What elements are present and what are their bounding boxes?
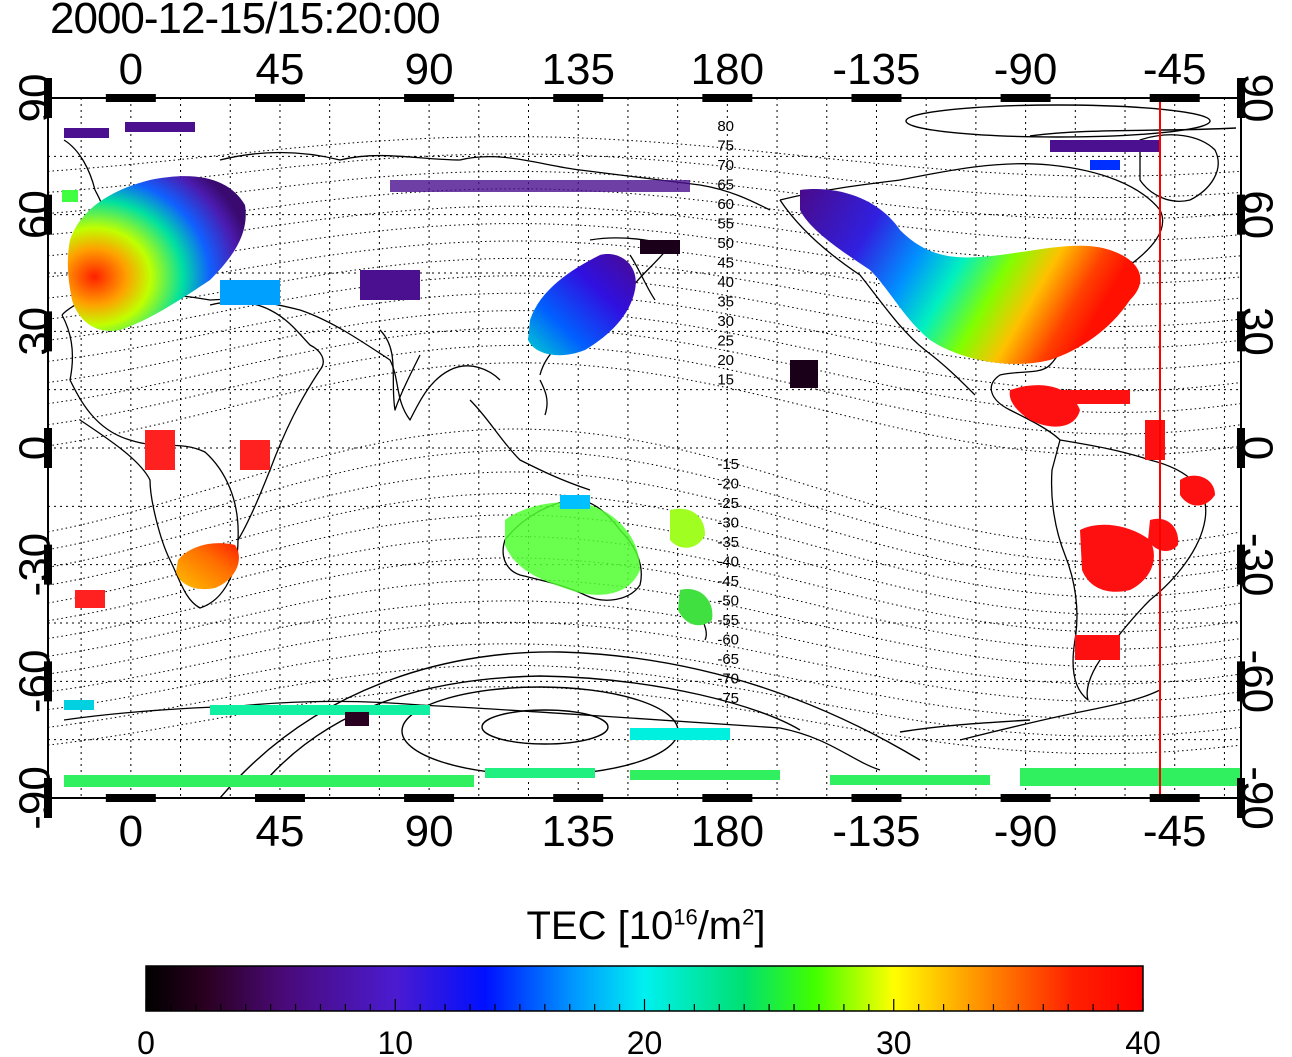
tec-data-north-america [790, 189, 1141, 388]
contour-label: 15 [717, 372, 734, 389]
contour-line [48, 578, 1241, 668]
contour-label: 20 [717, 352, 734, 369]
colorbar-ticks [145, 999, 1144, 1011]
contour-label: 70 [717, 157, 734, 174]
contour-line [48, 557, 1241, 650]
left-lat-label: 0 [10, 436, 59, 460]
contour-label: 40 [717, 274, 734, 291]
contour-line [48, 600, 1241, 685]
right-lat-label: 30 [1233, 307, 1282, 356]
contour-label: 30 [717, 313, 734, 330]
contour-line [48, 344, 1241, 435]
contour-label: -50 [717, 593, 739, 610]
top-lon-label: 90 [405, 45, 454, 94]
left-latitude-labels: 90 60 30 0 -30 -60 -90 [10, 74, 59, 830]
contour-label: -20 [717, 476, 739, 493]
tec-data-central-south-america [1009, 385, 1215, 660]
left-lat-label: -90 [10, 766, 59, 830]
colorbar-title-end: ] [754, 904, 766, 948]
bottom-lon-label: 135 [542, 807, 615, 856]
contour-label: -40 [717, 554, 739, 571]
contour-line [48, 664, 1241, 737]
top-lon-label: -90 [994, 45, 1058, 94]
tec-data-north-polar [64, 122, 1160, 254]
bottom-lon-label: -45 [1143, 807, 1207, 856]
contour-label: -60 [717, 632, 739, 649]
contour-line [48, 471, 1241, 581]
colorbar-tick-labels: 0 10 20 30 40 [137, 1025, 1161, 1057]
top-lon-label: -135 [832, 45, 920, 94]
bottom-lon-label: -135 [832, 807, 920, 856]
top-longitude-labels: 0 45 90 135 180 -135 -90 -45 [119, 45, 1207, 94]
contour-label: -75 [717, 690, 739, 707]
contour-label: -70 [717, 671, 739, 688]
top-lon-label: 0 [119, 45, 143, 94]
right-lat-label: -60 [1233, 650, 1282, 714]
contour-label: -35 [717, 534, 739, 551]
contour-line [48, 362, 1241, 456]
tec-data-east-asia [360, 254, 636, 356]
left-lat-label: -60 [10, 650, 59, 714]
right-lat-label: -30 [1233, 533, 1282, 597]
colorbar-label: 10 [377, 1025, 413, 1057]
contour-label: 75 [717, 138, 734, 155]
contour-label: 55 [717, 216, 734, 233]
contour-label: -25 [717, 495, 739, 512]
bottom-lon-label: -90 [994, 807, 1058, 856]
bottom-lon-label: 0 [119, 807, 143, 856]
contour-label: 50 [717, 235, 734, 252]
contour-line [48, 514, 1241, 615]
contour-label: 65 [717, 177, 734, 194]
right-latitude-labels: 90 60 30 0 -30 -60 -90 [1233, 74, 1282, 830]
bottom-lon-label: 180 [691, 807, 764, 856]
left-lat-label: 30 [10, 307, 59, 356]
contour-label: 35 [717, 294, 734, 311]
tec-data-oceania [505, 495, 713, 626]
contour-line [48, 535, 1241, 633]
colorbar-label: 30 [876, 1025, 912, 1057]
axis-ticks [44, 78, 1245, 818]
contour-label: -15 [717, 456, 739, 473]
right-lat-label: 90 [1233, 74, 1282, 123]
contour-label: -65 [717, 651, 739, 668]
bottom-lon-label: 90 [405, 807, 454, 856]
contour-label: 45 [717, 255, 734, 272]
contour-line [48, 188, 1241, 242]
left-lat-label: 90 [10, 74, 59, 123]
contour-line [48, 310, 1241, 392]
top-lon-label: 135 [542, 45, 615, 94]
coastlines [61, 134, 1219, 771]
contour-label: -45 [717, 573, 739, 590]
right-lat-label: 0 [1233, 436, 1282, 460]
left-lat-label: 60 [10, 190, 59, 239]
tec-data-antarctic [64, 700, 1240, 787]
top-lon-label: -45 [1143, 45, 1207, 94]
colorbar-title-unit-exponent: 2 [742, 904, 755, 930]
colorbar-label: 40 [1125, 1025, 1161, 1057]
colorbar-title-unit: /m [697, 904, 743, 948]
left-lat-label: -30 [10, 533, 59, 597]
map-title: 2000-12-15/15:20:00 [50, 0, 441, 43]
top-lon-label: 180 [691, 45, 764, 94]
contour-label: 60 [717, 196, 734, 213]
tec-data-africa [75, 430, 270, 608]
colorbar-label: 0 [137, 1025, 155, 1057]
contour-label: 25 [717, 333, 734, 350]
top-lon-label: 45 [255, 45, 304, 94]
contour-line [48, 170, 1241, 220]
right-lat-label: 60 [1233, 190, 1282, 239]
bottom-longitude-labels: 0 45 90 135 180 -135 -90 -45 [119, 807, 1207, 856]
contour-label: -30 [717, 515, 739, 532]
tec-data-europe [62, 176, 280, 331]
colorbar-title: TEC [1016/m2] [0, 904, 1292, 949]
contour-labels: 80 75 70 65 60 55 50 45 40 35 30 25 20 15 -15 -20 -25 -30… [717, 118, 739, 707]
colorbar-title-main: TEC [10 [526, 904, 674, 948]
colorbar-title-exponent: 16 [673, 904, 698, 930]
contour-label: 80 [717, 118, 734, 135]
contour-label: -55 [717, 612, 739, 629]
colorbar-label: 20 [627, 1025, 663, 1057]
bottom-lon-label: 45 [255, 807, 304, 856]
right-lat-label: -90 [1233, 766, 1282, 830]
